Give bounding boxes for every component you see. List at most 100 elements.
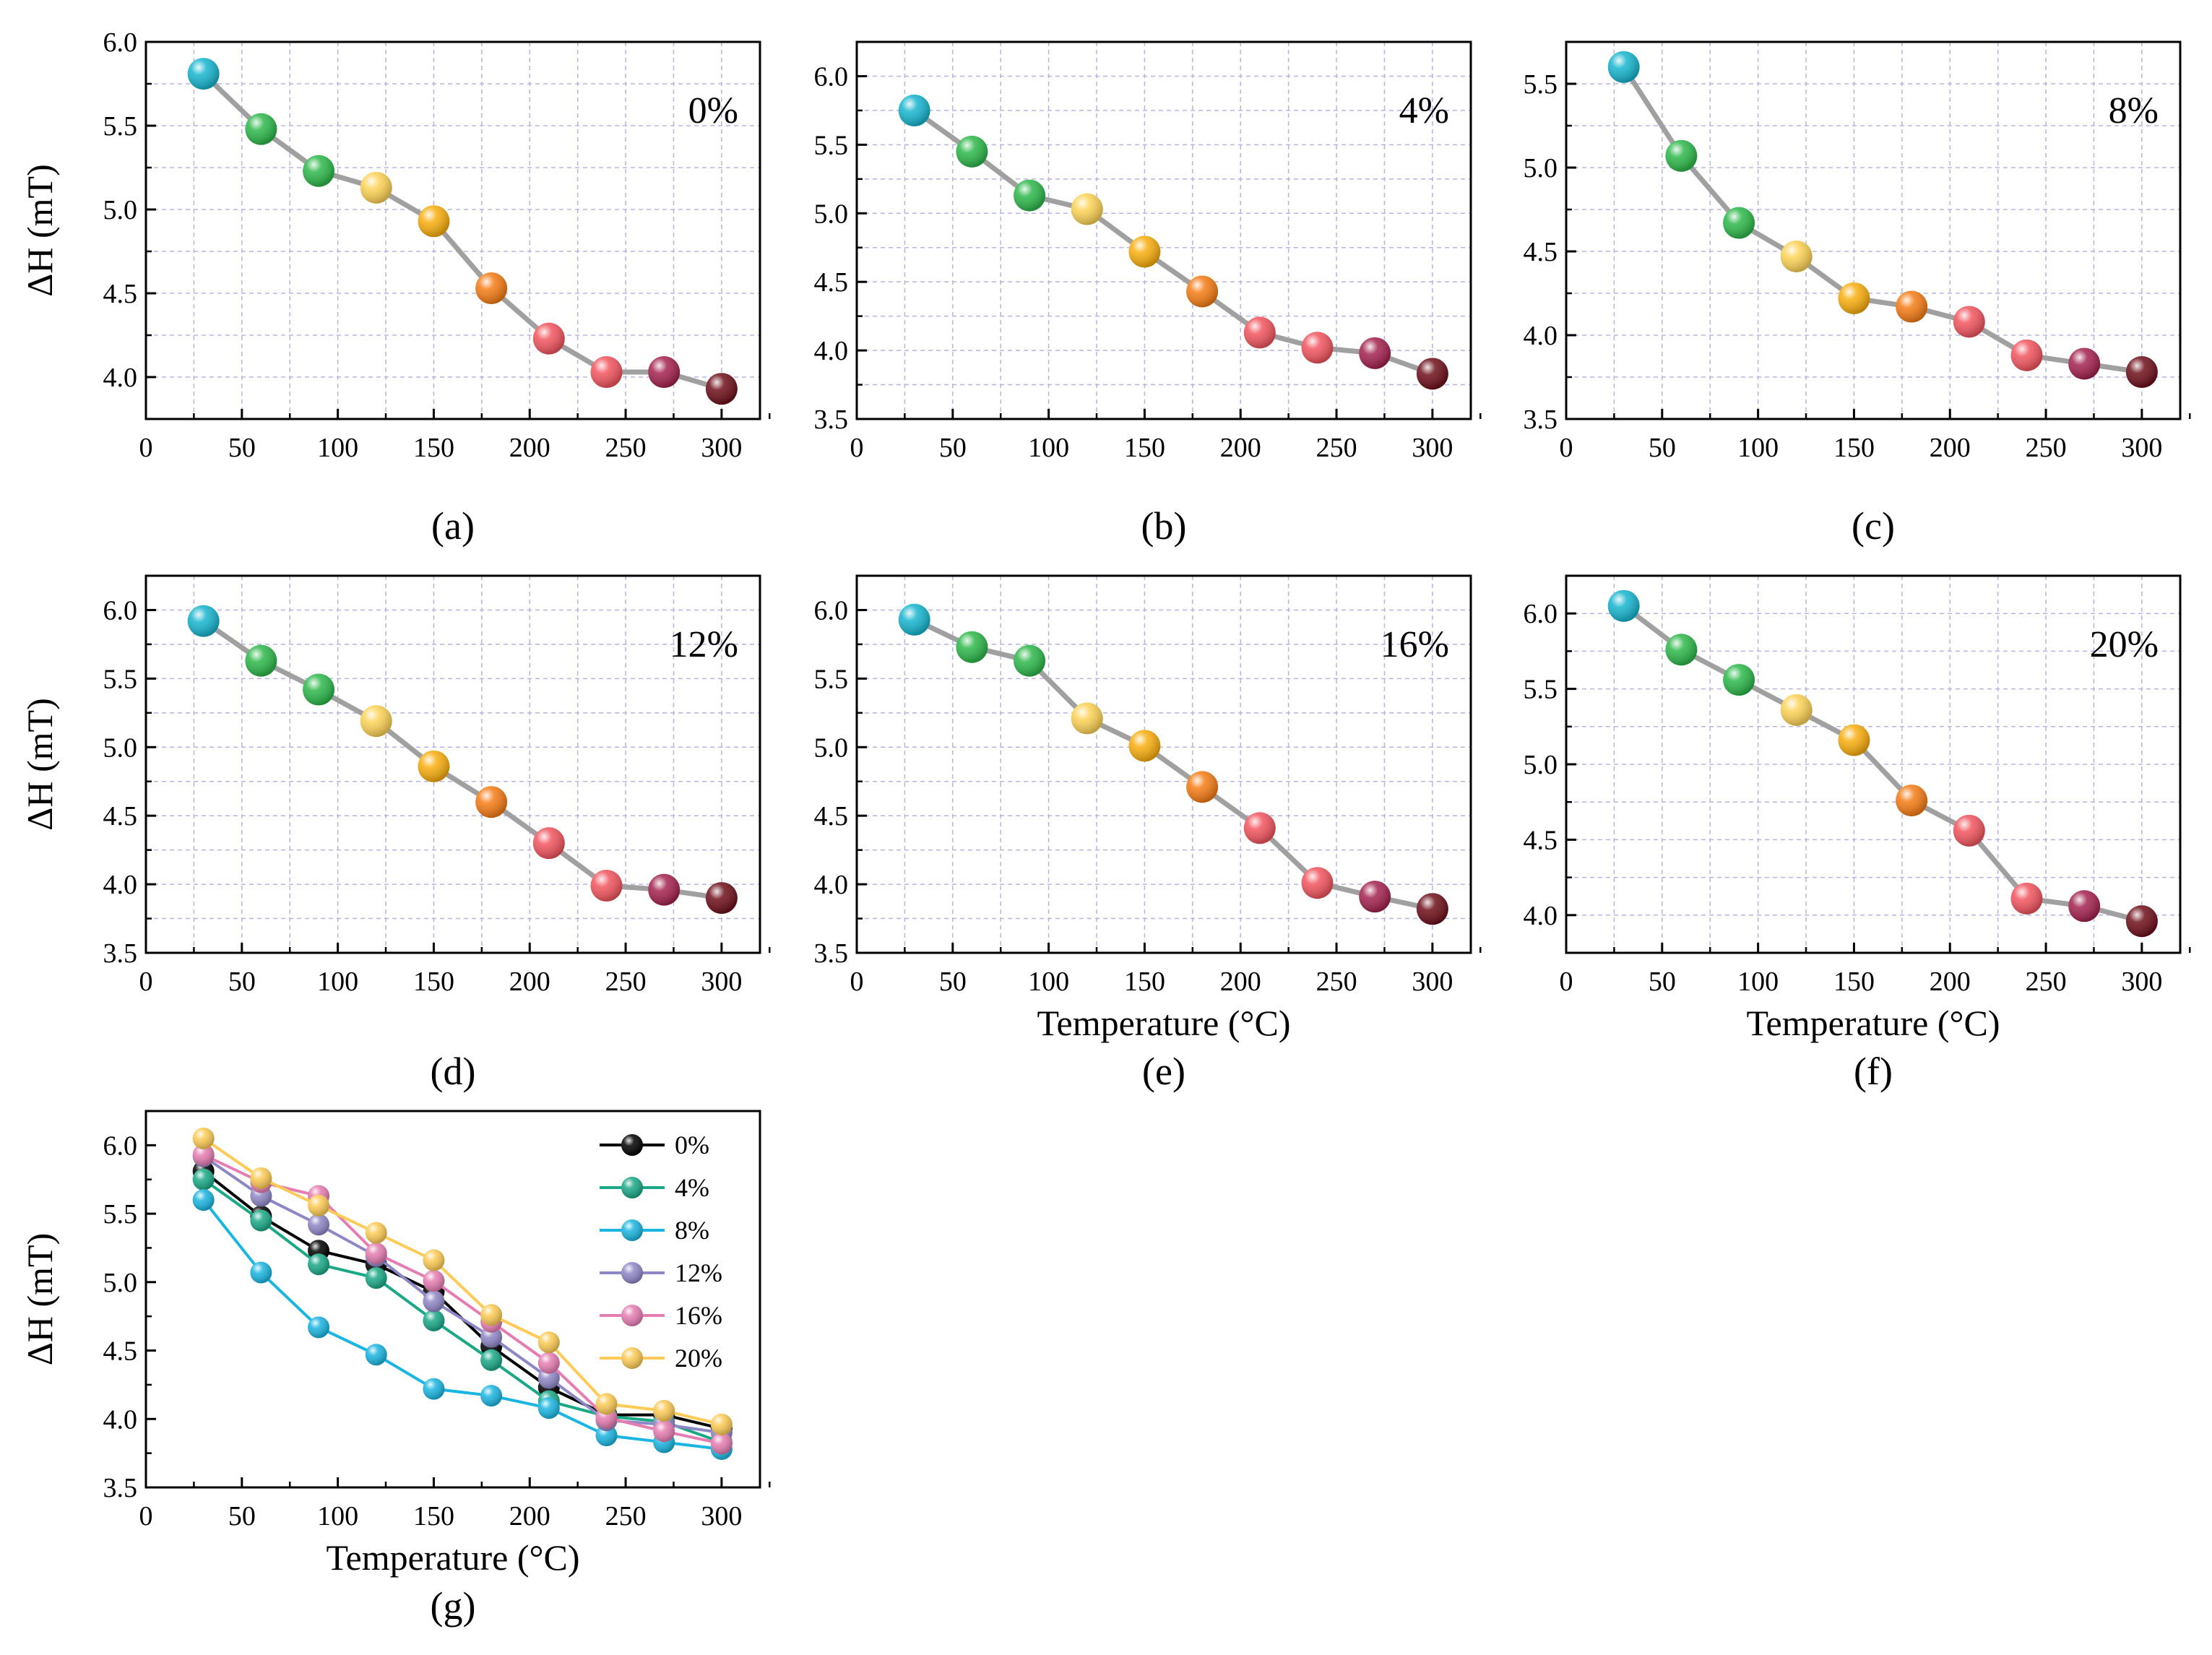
composition-label: 12% [670,624,738,665]
panel-a: 0 50 100 150 200 250 300 4.0 4.5 5.0 5.5 6.0 ΔH (mT)… [20,27,771,548]
x-tick-label: 50 [228,433,256,463]
y-tick-label: 4.5 [814,801,849,831]
data-point-highlight [1071,702,1103,735]
data-point-highlight [1896,290,1928,323]
data-point-highlight [480,1326,503,1348]
data-point-highlight [418,205,450,238]
x-tick-label: 300 [1412,433,1453,463]
x-tick-label: 150 [1833,433,1875,463]
axes-frame [144,1110,761,1489]
x-tick-label: 300 [701,967,742,997]
y-tick-label: 5.5 [814,664,849,694]
series-line [913,617,1433,912]
y-tick-label: 4.0 [814,336,849,366]
x-tick-label: 50 [939,967,967,997]
y-tick-label: 3.5 [103,938,138,969]
y-tick-label: 4.0 [103,870,138,900]
series-line [912,108,1434,376]
x-axis-title: Temperature (°C) [326,1537,579,1578]
y-tick-label: 5.0 [103,195,138,225]
x-tick-label: 250 [605,967,647,997]
series-line-12pct [202,1154,722,1435]
data-point-highlight [480,1349,503,1371]
y-tick-label: 5.0 [814,733,849,763]
data-point-highlight [1359,337,1391,369]
panel-d: 0 50 100 150 200 250 300 3.5 4.0 4.5 5.0 5.5 6.0 ΔH (… [20,574,771,1093]
data-point-highlight [303,673,335,706]
composition-label: 16% [1381,624,1449,665]
x-tick-label: 200 [1930,967,1971,997]
y-tick-label: 3.5 [103,1473,138,1503]
data-point-highlight [898,94,930,126]
data-point-highlight [710,1433,733,1455]
legend-marker-highlight [621,1177,643,1198]
panel-letter: (e) [1142,1050,1185,1093]
panel-letter: (b) [1141,504,1187,548]
axes-frame [1565,40,2182,420]
y-tick-label: 5.0 [1524,750,1558,780]
y-tick-label: 4.5 [1524,825,1558,855]
data-point-highlight [1953,814,1985,847]
data-point-highlight [1301,332,1334,364]
y-tick-label: 4.5 [1524,237,1558,267]
x-tick-label: 0 [139,1501,153,1531]
data-point-highlight [537,1352,560,1374]
data-point-highlight [537,1331,560,1354]
data-point-highlight [187,605,220,637]
legend-marker-highlight [621,1262,643,1284]
data-point-highlight [705,882,738,915]
data-point-highlight [1723,207,1755,239]
y-tick-label: 5.0 [103,1268,138,1298]
data-point-highlight [2125,356,2158,389]
data-point-highlight [480,1304,503,1326]
x-tick-label: 50 [228,1501,256,1531]
y-axis-title: ΔH (mT) [20,1233,60,1366]
x-tick-label: 250 [605,433,647,463]
data-point-highlight [1128,235,1161,268]
data-point-highlight [1243,812,1276,844]
data-point-highlight [532,827,565,860]
y-tick-label: 6.0 [103,27,138,58]
legend-label: 4% [675,1173,709,1202]
data-point-highlight [898,603,930,636]
composition-label: 8% [2109,90,2159,131]
data-point-highlight [192,1127,215,1149]
data-point-highlight [423,1269,445,1292]
y-tick-label: 4.0 [1524,321,1558,351]
data-point-highlight [590,869,623,902]
y-tick-label: 5.5 [1524,69,1558,100]
y-tick-label: 5.5 [103,664,138,694]
x-tick-label: 200 [1930,433,1971,463]
data-point-highlight [1665,634,1698,666]
x-tick-label: 200 [1220,967,1261,997]
data-point-highlight [250,1209,272,1232]
y-tick-label: 4.0 [103,363,138,393]
y-tick-label: 4.0 [1524,901,1558,931]
x-tick-label: 150 [1833,967,1875,997]
data-point-highlight [1243,316,1276,349]
data-point-highlight [648,873,681,906]
x-axis-title: Temperature (°C) [1746,1003,2000,1043]
legend-label: 12% [675,1258,722,1287]
data-point-highlight [1896,785,1928,817]
data-point-highlight [187,58,220,90]
x-tick-label: 300 [2121,433,2162,463]
legend-label: 8% [675,1216,709,1245]
panel-f: 0 50 100 150 200 250 300 4.0 4.5 5.0 5.5 6.0 Tempera… [1524,574,2191,1093]
legend-marker-highlight [621,1305,643,1326]
data-point-highlight [956,135,988,168]
data-point-highlight [475,272,508,305]
data-point-highlight [653,1399,675,1422]
x-tick-label: 50 [1649,967,1676,997]
axes-frame [855,40,1472,420]
data-point-highlight [365,1344,387,1366]
data-point-highlight [308,1253,330,1276]
data-point-highlight [192,1144,215,1166]
y-tick-label: 6.0 [103,1131,138,1161]
x-tick-label: 200 [509,967,550,997]
data-point-highlight [2010,882,2043,915]
data-point-highlight [1186,771,1219,803]
x-tick-label: 150 [413,967,454,997]
data-point-highlight [1780,693,1813,726]
y-tick-label: 4.0 [103,1404,138,1435]
